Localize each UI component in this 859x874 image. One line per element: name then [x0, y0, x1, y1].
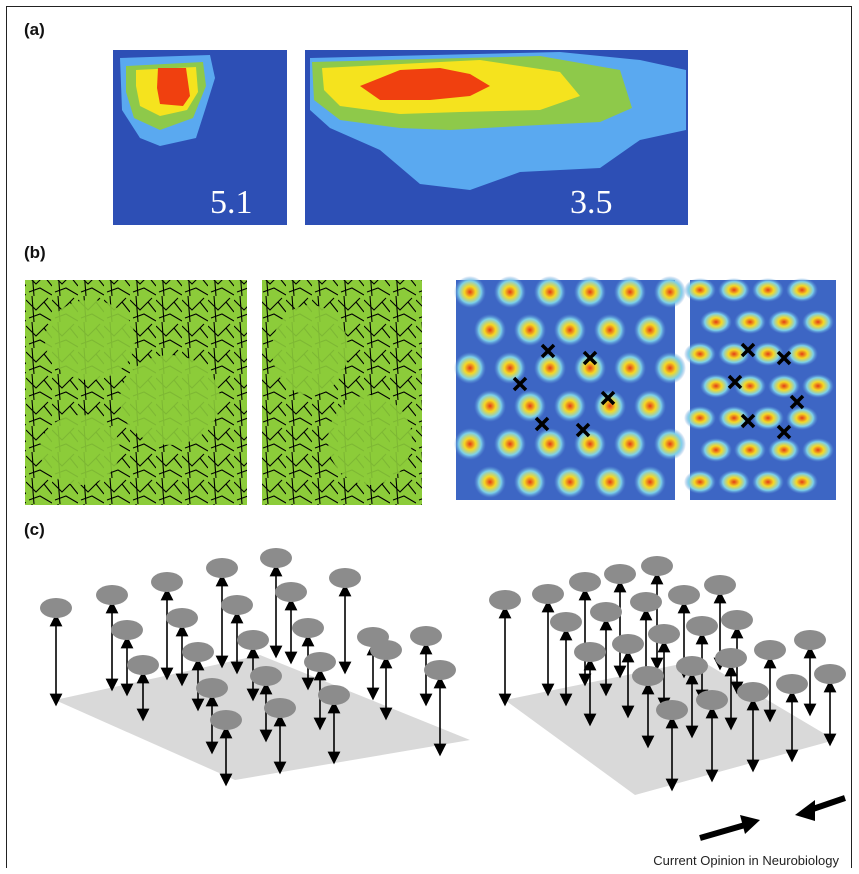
- node-array-left: [40, 548, 456, 787]
- cross-marker: [776, 424, 792, 440]
- node: [612, 634, 644, 719]
- node: [814, 664, 846, 747]
- node: [166, 608, 198, 687]
- autocorrelogram-right: [512, 278, 836, 500]
- node: [590, 602, 622, 697]
- node: [715, 648, 747, 731]
- node: [604, 564, 636, 679]
- node: [737, 682, 769, 773]
- node: [111, 620, 143, 697]
- node: [357, 627, 389, 701]
- panel-label-b: (b): [24, 243, 46, 262]
- autocorrelogram-left: [454, 276, 686, 500]
- node: [794, 630, 826, 717]
- node: [370, 640, 402, 721]
- node: [206, 558, 238, 669]
- node: [676, 656, 708, 739]
- heatmap-left-value: 5.1: [210, 184, 253, 221]
- cross-marker: [776, 350, 792, 366]
- node: [318, 685, 350, 765]
- cross-marker: [512, 376, 528, 392]
- trajectory-plot-left: [25, 280, 247, 505]
- node: [210, 710, 242, 787]
- node: [96, 585, 128, 692]
- cross-marker: [740, 413, 756, 429]
- figure-frame: [6, 6, 852, 868]
- node: [754, 640, 786, 723]
- heatmap-left: 5.1: [113, 50, 287, 225]
- arrow-icon: [699, 815, 760, 841]
- node: [489, 590, 521, 707]
- heatmap-right: 3.5: [305, 50, 688, 225]
- node: [641, 556, 673, 671]
- node: [221, 595, 253, 675]
- arrow-icon: [795, 795, 846, 821]
- credit-line: Current Opinion in Neurobiology: [653, 853, 839, 868]
- node: [151, 572, 183, 681]
- cross-marker: [740, 342, 756, 358]
- node: [260, 548, 292, 659]
- node: [127, 655, 159, 722]
- node: [648, 624, 680, 711]
- cross-marker: [575, 422, 591, 438]
- node: [264, 698, 296, 775]
- node: [776, 674, 808, 763]
- cross-marker: [582, 350, 598, 366]
- cross-marker: [540, 343, 556, 359]
- node: [632, 666, 664, 749]
- panel-label-a: (a): [24, 20, 45, 39]
- cross-marker: [534, 416, 550, 432]
- heatmap-right-value: 3.5: [570, 184, 613, 221]
- node-array-right: [489, 556, 846, 792]
- trajectory-plot-right: [262, 280, 422, 505]
- node: [275, 582, 307, 665]
- panel-b: [25, 276, 836, 505]
- node: [532, 584, 564, 697]
- panel-label-c: (c): [24, 520, 45, 539]
- node: [550, 612, 582, 707]
- cross-marker: [727, 374, 743, 390]
- node: [40, 598, 72, 707]
- node: [329, 568, 361, 675]
- panel-a-heatmaps: 5.1 3.5: [113, 50, 688, 225]
- node: [696, 690, 728, 783]
- node: [656, 700, 688, 792]
- cross-marker: [789, 394, 805, 410]
- node: [574, 642, 606, 727]
- panel-c: [40, 548, 846, 841]
- cross-marker: [600, 390, 616, 406]
- node: [424, 660, 456, 757]
